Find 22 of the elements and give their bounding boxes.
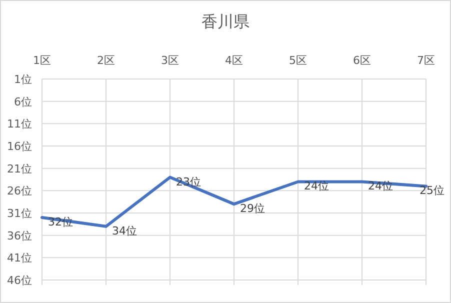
x-tick-label: 5区 — [289, 54, 307, 67]
y-tick-label: 6位 — [14, 95, 32, 108]
y-tick-label: 1位 — [14, 73, 32, 86]
data-label: 24位 — [304, 180, 329, 193]
y-tick-label: 46位 — [7, 274, 32, 287]
x-tick-label: 3区 — [161, 54, 179, 67]
x-tick-label: 2区 — [97, 54, 115, 67]
y-tick-label: 36位 — [7, 229, 32, 242]
y-tick-label: 21位 — [7, 162, 32, 176]
data-label: 34位 — [112, 224, 137, 238]
y-tick-label: 26位 — [7, 184, 32, 198]
chart-title: 香川県 — [202, 12, 250, 31]
y-tick-label: 31位 — [7, 207, 32, 220]
data-label: 29位 — [240, 202, 265, 216]
x-tick-label: 7区 — [417, 54, 435, 67]
y-tick-label: 41位 — [7, 252, 32, 265]
x-tick-label: 6区 — [353, 54, 371, 67]
y-tick-label: 16位 — [7, 140, 32, 153]
x-tick-label: 1区 — [33, 54, 51, 67]
data-label: 25位 — [420, 184, 444, 198]
x-tick-label: 4区 — [225, 54, 243, 67]
y-tick-label: 11位 — [7, 118, 32, 131]
